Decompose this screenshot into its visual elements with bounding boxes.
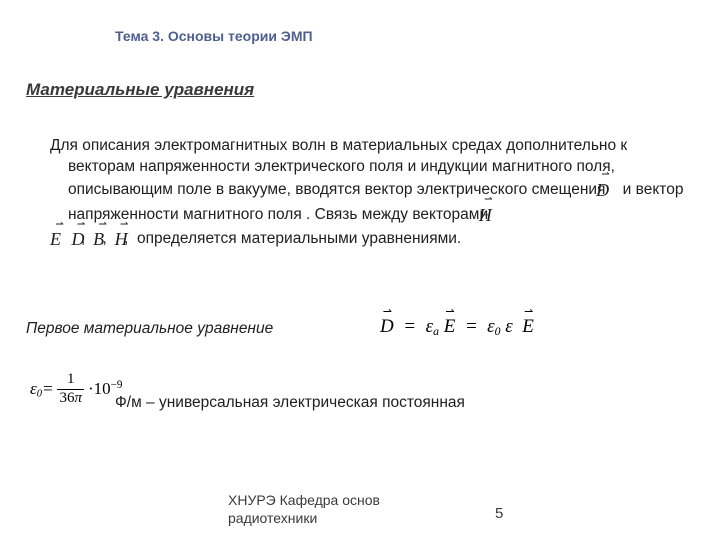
main-paragraph: Для описания электромагнитных волн в мат…: [26, 135, 688, 252]
eq-eps-r: ε: [505, 316, 513, 337]
topic-heading: Тема 3. Основы теории ЭМП: [115, 28, 313, 44]
frac-num: 1: [65, 372, 77, 388]
eps0-fraction: 1 36π: [57, 372, 84, 407]
eq-sign-2: =: [465, 316, 478, 337]
footer-line-1: ХНУРЭ Кафедра основ: [228, 492, 380, 508]
first-equation-label: Первое материальное уравнение: [26, 320, 273, 338]
eq-eps-a: εa: [426, 316, 439, 337]
eq-vec-E-2: ⇀E: [522, 316, 534, 338]
footer-line-2: радиотехники: [228, 510, 317, 526]
section-subtitle: Материальные уравнения: [26, 80, 586, 100]
eps0-description: Ф/м – универсальная электрическая постоя…: [115, 394, 465, 412]
epsilon0-definition: ε0 = 1 36π ·10−9: [30, 372, 122, 407]
eq-vec-E-1: ⇀E: [444, 316, 456, 338]
frac-den: 36π: [57, 391, 84, 407]
page-number: 5: [495, 505, 503, 522]
eq-vec-D: ⇀D: [380, 316, 394, 338]
para-text-1: Для описания электромагнитных волн в мат…: [50, 137, 627, 198]
footer-affiliation: ХНУРЭ Кафедра основ радиотехники: [228, 492, 380, 527]
eps0-lhs: ε0: [30, 379, 42, 400]
eps0-eq: =: [42, 379, 53, 399]
constitutive-equation: ⇀D = εa ⇀E = ε0 ε ⇀E: [380, 316, 534, 339]
eq-sign-1: =: [403, 316, 416, 337]
para-text-6: определяется материальными уравнениями.: [137, 230, 461, 247]
eq-eps-0: ε0: [487, 316, 500, 337]
